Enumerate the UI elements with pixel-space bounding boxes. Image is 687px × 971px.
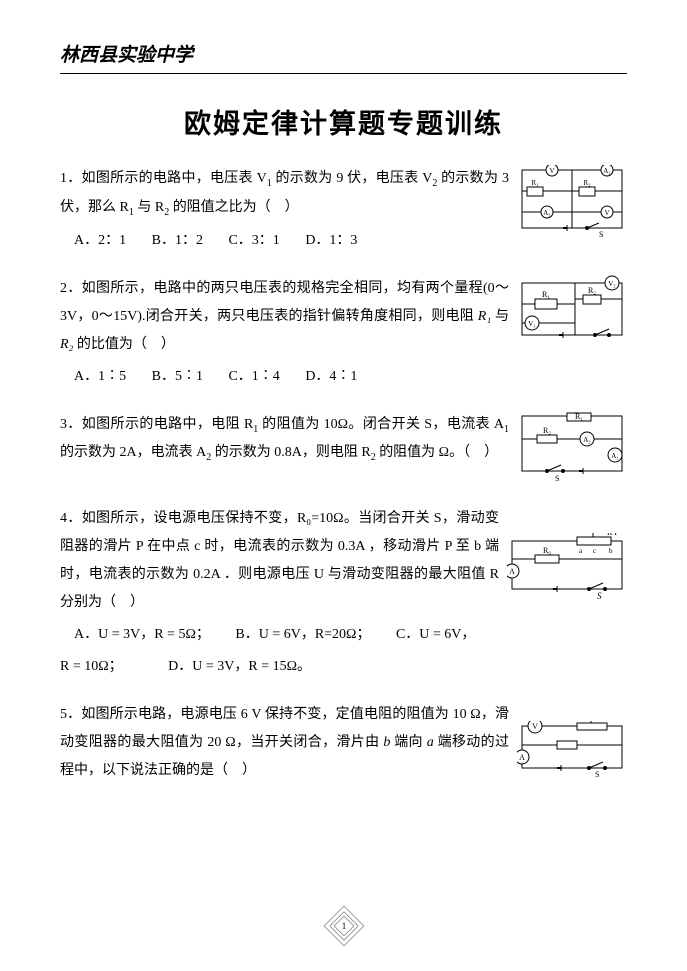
question-3: R₁ R₂ A₂ A₁ S 3．如图所示的电路中，电阻 R 1 的阻值为 10Ω。…: [60, 411, 627, 485]
svg-text:S: S: [599, 230, 603, 239]
svg-text:V₂: V₂: [608, 280, 616, 288]
svg-text:R₁: R₁: [542, 290, 550, 299]
q1-t3: 与 R: [134, 200, 164, 215]
q2-t2: 的比值为（ ）: [73, 337, 175, 352]
svg-text:b: b: [609, 547, 613, 555]
page-footer: 1: [0, 904, 687, 953]
question-5: V A S 5．如图所示电路，电源电压 6 V 保持不变，定值电阻的阻值为 10…: [60, 701, 627, 785]
q3-t1: 的阻值为 10Ω。闭合开关 S，电流表 A: [258, 417, 504, 432]
q3-s1: 1: [504, 423, 509, 434]
q3-t4: 的阻值为 Ω。（ ）: [376, 445, 498, 460]
q1-opt-d: D．1：3: [305, 233, 357, 248]
q2-i1: R₂: [60, 337, 73, 352]
svg-text:R₂: R₂: [588, 286, 596, 295]
q1-opt-a: A．2：1: [74, 233, 126, 248]
svg-text:c: c: [593, 547, 596, 555]
svg-text:V: V: [604, 209, 609, 217]
q5-i1: a: [427, 735, 434, 750]
q1-t4: 的阻值之比为（ ）: [169, 200, 299, 215]
q4-t0: ．如图所示，设电源电压保持不变，R₀=10Ω。当闭合开关 S，滑动变阻器的滑片 …: [60, 511, 499, 610]
q1-t0: ．如图所示的电路中，电压表 V: [67, 171, 267, 186]
question-4: R P a c b R₀ A S 4．如图所示，设电源电压保持不变，R₀=10Ω…: [60, 505, 627, 681]
q1-num: 1: [60, 171, 67, 186]
q3-t3: 的示数为 0.8A，则电阻 R: [211, 445, 370, 460]
q4-opt-c: C．U = 6V，: [396, 627, 475, 642]
q2-t0: ．如图所示，电路中的两只电压表的规格完全相同，均有两个量程(0～3V，0～15V…: [60, 281, 509, 324]
q2-t1: 与: [491, 309, 509, 324]
q4-opt-a: A．U = 3V，R = 5Ω；: [74, 627, 210, 642]
q2-num: 2: [60, 281, 67, 296]
q2-i0: R₁: [478, 309, 491, 324]
svg-text:V₁: V₁: [528, 320, 536, 328]
q1-opt-c: C．3：1: [228, 233, 279, 248]
q4-opt-c2: R = 10Ω；: [60, 659, 123, 674]
svg-text:A₁: A₁: [611, 452, 619, 460]
page-number: 1: [341, 921, 346, 931]
svg-text:R₂: R₂: [543, 426, 551, 435]
svg-text:R P: R P: [607, 533, 619, 537]
q2-opt-b: B．5∶1: [152, 369, 203, 384]
q5-num: 5: [60, 707, 67, 722]
svg-text:V: V: [532, 722, 538, 731]
svg-text:A₂: A₂: [583, 436, 591, 444]
q2-opt-d: D．4∶1: [305, 369, 357, 384]
svg-text:S: S: [595, 770, 599, 779]
svg-text:A₂: A₂: [603, 167, 611, 175]
svg-text:A₁: A₁: [543, 209, 551, 217]
svg-text:R₀: R₀: [543, 546, 551, 555]
q3-t0: ．如图所示的电路中，电阻 R: [67, 417, 253, 432]
q2-opt-a: A．1∶5: [74, 369, 126, 384]
q2-opt-c: C．1∶4: [228, 369, 279, 384]
svg-text:S: S: [555, 474, 559, 481]
q3-t2: 的示数为 2A，电流表 A: [60, 445, 206, 460]
school-header: 林西县实验中学: [60, 40, 627, 74]
circuit-diagram-2: V₂ R₁ R₂ V₁: [517, 275, 627, 353]
q5-t1: 端向: [390, 735, 426, 750]
svg-text:A: A: [509, 567, 515, 576]
q1-t1: 的示数为 9 伏，电压表 V: [272, 171, 433, 186]
q1-opt-b: B．1：2: [152, 233, 203, 248]
svg-text:V: V: [549, 167, 554, 175]
circuit-diagram-1: V A₂ R₁ R₂ A₁ V S: [517, 165, 627, 243]
svg-text:A: A: [519, 753, 525, 762]
circuit-diagram-4: R P a c b R₀ A S: [507, 533, 627, 601]
svg-text:R₁: R₁: [575, 412, 583, 421]
svg-text:a: a: [579, 547, 583, 555]
question-2: V₂ R₁ R₂ V₁ 2．如图所示，电路中的两只电压表的规格完全相同，均有两个…: [60, 275, 627, 391]
circuit-diagram-3: R₁ R₂ A₂ A₁ S: [517, 411, 627, 481]
svg-text:S: S: [597, 591, 602, 601]
circuit-diagram-5: V A S: [517, 721, 627, 779]
q3-num: 3: [60, 417, 67, 432]
page-title: 欧姆定律计算题专题训练: [60, 102, 627, 141]
svg-text:R₂: R₂: [583, 179, 591, 187]
svg-text:R₁: R₁: [531, 179, 538, 187]
q4-opt-b: B．U = 6V，R=20Ω；: [235, 627, 370, 642]
question-1: V A₂ R₁ R₂ A₁ V S 1．如图所示的电路中，电压表 V1 的示数为…: [60, 165, 627, 255]
q4-opt-d: D．U = 3V，R = 15Ω。: [168, 659, 311, 674]
q4-num: 4: [60, 511, 67, 526]
